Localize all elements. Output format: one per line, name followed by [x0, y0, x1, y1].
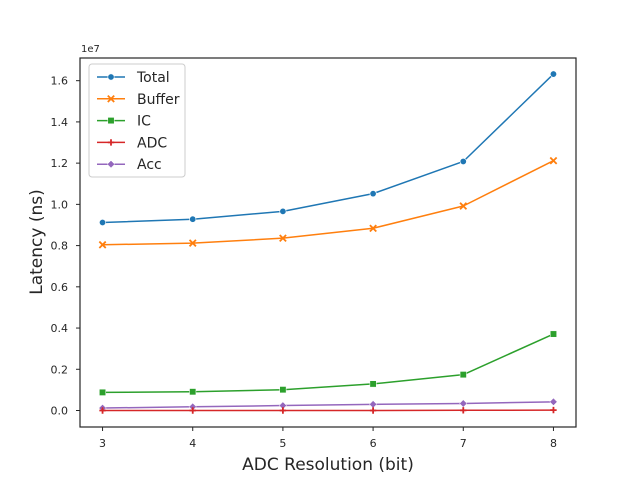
data-point-total	[99, 219, 107, 227]
data-point-adc	[189, 407, 196, 414]
legend-label-total: Total	[136, 70, 170, 86]
data-point-acc	[549, 397, 558, 406]
data-point-total	[549, 70, 557, 78]
y-tick-label: 1.4	[51, 116, 69, 129]
data-point-ic	[99, 388, 106, 396]
series-line-acc	[102, 401, 554, 409]
y-tick-label: 1.2	[51, 157, 69, 170]
data-point-total	[459, 157, 467, 165]
data-point-total	[369, 190, 377, 198]
legend-label-buffer: Buffer	[137, 92, 180, 108]
data-point-total	[279, 207, 287, 215]
series-line-total	[102, 73, 554, 224]
data-point-ic	[459, 371, 467, 379]
legend-label-ic: IC	[137, 114, 151, 130]
y-tick-label: 0.0	[51, 405, 69, 418]
data-point-ic	[189, 388, 197, 396]
legend-label-acc: Acc	[137, 157, 162, 173]
series-line-buffer	[102, 159, 554, 246]
data-point-adc	[99, 407, 106, 414]
data-point-buffer	[188, 239, 197, 247]
x-axis-label: ADC Resolution (bit)	[242, 455, 414, 475]
legend-marker-ic	[107, 117, 115, 125]
x-tick-label: 5	[279, 437, 286, 450]
y-tick-label: 1.6	[51, 75, 69, 88]
y-axis-label: Latency (ns)	[27, 189, 47, 295]
y-tick-label: 0.2	[51, 363, 69, 376]
legend-marker-buffer	[107, 94, 115, 103]
y-axis-ticks: 0.0 0.2 0.4 0.6 0.8 1.0 1.2 1.4 1.6	[51, 75, 80, 418]
x-axis-ticks: 3 4 5 6 7 8	[99, 427, 557, 450]
data-point-ic	[279, 386, 287, 394]
data-point-adc	[460, 407, 467, 414]
data-point-ic	[550, 330, 557, 338]
legend-marker-adc	[107, 139, 115, 146]
y-tick-label: 0.6	[51, 281, 69, 294]
x-tick-label: 4	[189, 437, 196, 450]
data-point-total	[189, 215, 197, 223]
y-tick-label: 0.4	[51, 322, 69, 335]
data-point-ic	[369, 380, 377, 388]
legend-marker-total	[107, 73, 115, 81]
series-line-ic	[102, 333, 554, 394]
data-point-buffer	[459, 202, 468, 210]
data-point-adc	[550, 406, 557, 414]
data-point-buffer	[279, 234, 287, 243]
legend-marker-acc	[106, 160, 116, 169]
x-tick-label: 8	[550, 437, 557, 450]
data-point-buffer	[549, 156, 558, 165]
x-tick-label: 6	[370, 437, 377, 450]
y-tick-label: 1.0	[51, 198, 69, 211]
series-lines	[102, 73, 554, 412]
data-point-buffer	[369, 224, 377, 233]
legend-label-adc: ADC	[137, 135, 167, 151]
data-point-adc	[279, 407, 287, 414]
data-point-buffer	[98, 240, 107, 249]
x-tick-label: 3	[99, 437, 106, 450]
legend-box	[88, 63, 186, 178]
data-point-adc	[369, 407, 377, 414]
y-tick-label: 0.8	[51, 240, 69, 253]
x-tick-label: 7	[460, 437, 467, 450]
legend: Total Buffer IC ADC Acc	[88, 63, 186, 178]
series-markers	[98, 70, 558, 414]
y-scale-exponent: 1e7	[81, 44, 100, 55]
